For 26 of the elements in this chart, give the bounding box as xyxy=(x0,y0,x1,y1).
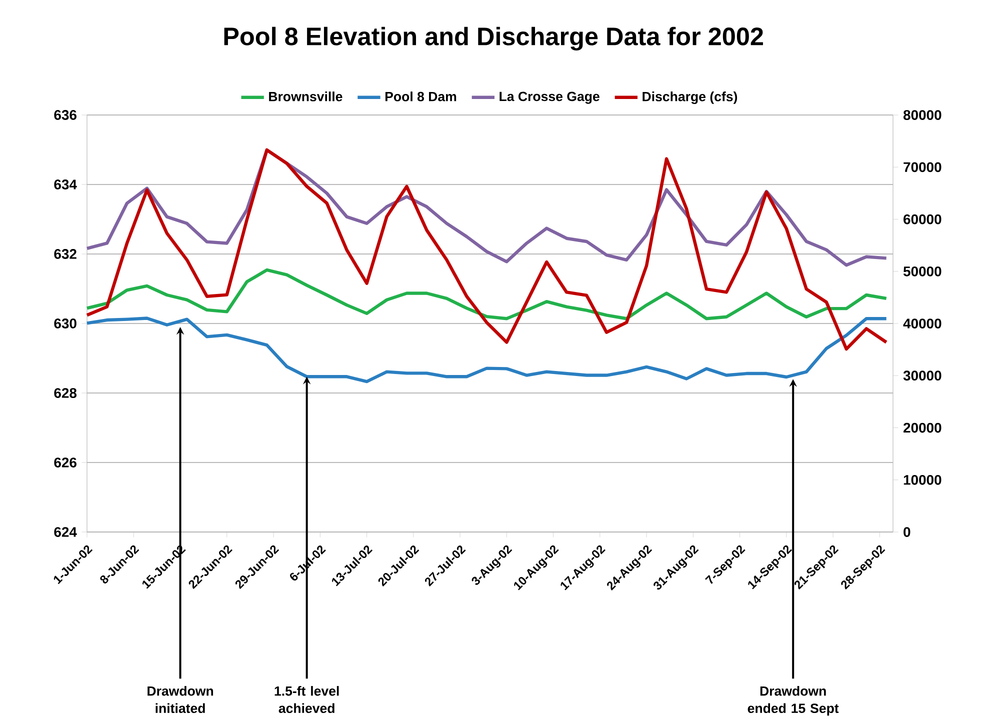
annotation: 1.5-ft level achieved xyxy=(274,686,339,713)
y-tick-label: 626 xyxy=(54,458,76,468)
y-tick-label: 628 xyxy=(54,388,77,398)
line-series xyxy=(85,148,888,351)
legend-label: La Crosse Gage xyxy=(500,92,600,104)
y-tick-label: 624 xyxy=(54,527,77,537)
y2-tick-label: 40000 xyxy=(903,318,942,328)
annotation: Drawdown initiated xyxy=(148,686,214,713)
legend-label: Brownsville xyxy=(269,92,342,102)
y-tick-label: 636 xyxy=(54,110,76,120)
y-tick-label: 630 xyxy=(54,318,76,328)
y2-tick-label: 50000 xyxy=(903,266,942,276)
legend-label: Pool 8 Dam xyxy=(385,92,456,102)
y-tick-label: 634 xyxy=(54,180,77,190)
annotation: Drawdown ended 15 Sept xyxy=(748,686,839,716)
y2-tick-label: 10000 xyxy=(904,474,942,485)
y2-tick-label: 70000 xyxy=(904,162,942,172)
y2-tick-label: 0 xyxy=(904,527,910,537)
chart-title: Pool 8 Elevation and Discharge Data for 2002 xyxy=(224,26,763,50)
y2-tick-label: 80000 xyxy=(903,110,942,120)
y2-tick-label: 60000 xyxy=(904,214,942,224)
y-tick-label: 632 xyxy=(54,249,76,259)
y2-tick-label: 20000 xyxy=(904,422,942,433)
legend-label: Discharge (cfs) xyxy=(642,92,738,104)
y2-tick-label: 30000 xyxy=(903,370,942,381)
line-series xyxy=(85,268,888,320)
